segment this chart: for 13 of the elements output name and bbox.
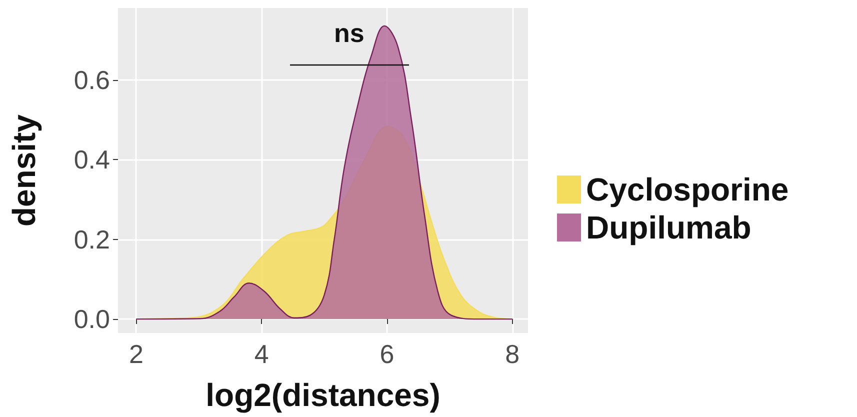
- legend-label: Dupilumab: [586, 210, 752, 246]
- y-tick-label: 0.4: [74, 144, 110, 175]
- x-tick-label: 6: [380, 339, 394, 369]
- y-axis-title: density: [6, 114, 42, 227]
- x-tick-label: 4: [254, 339, 269, 369]
- y-tick-label: 0.2: [74, 224, 110, 254]
- y-tick-label: 0.0: [74, 304, 110, 334]
- x-tick-label: 8: [505, 339, 520, 369]
- y-tick-label: 0.6: [74, 64, 110, 95]
- annotation: ns: [334, 18, 364, 48]
- legend-label: Cyclosporine: [586, 172, 789, 208]
- x-tick-label: 2: [128, 339, 144, 369]
- x-axis-title: log2(distances): [206, 377, 440, 413]
